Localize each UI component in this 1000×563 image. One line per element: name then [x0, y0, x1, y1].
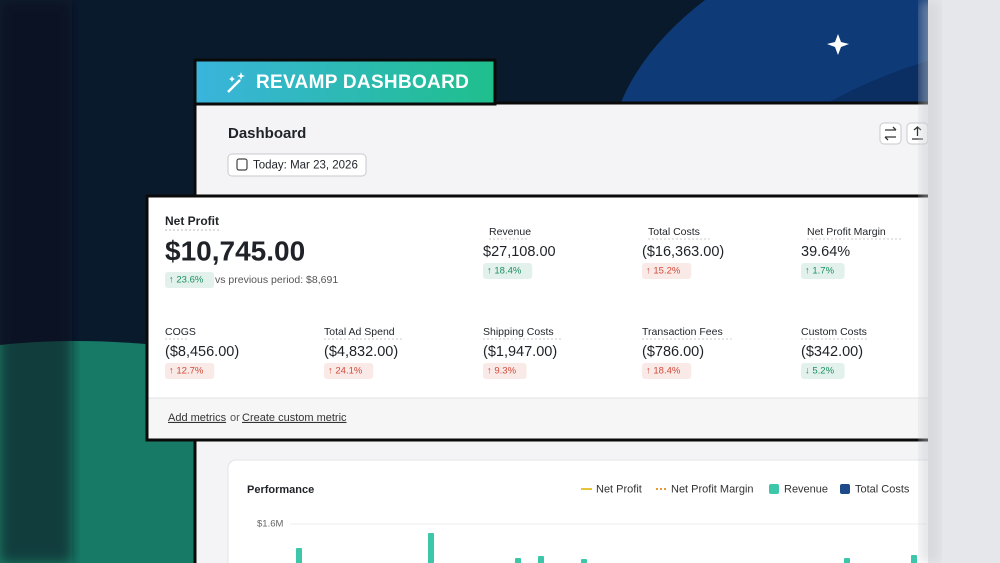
legend-label: Revenue	[784, 483, 828, 495]
calendar-icon	[236, 158, 248, 171]
bar	[581, 559, 587, 563]
change-badge	[642, 263, 692, 279]
metric-label: Transaction Fees	[642, 326, 723, 338]
y-axis-label: $1.6M	[257, 519, 283, 530]
metric-value: ($1,947.00)	[483, 344, 557, 360]
metric-label: Total Ad Spend	[324, 326, 395, 338]
right-blur-edge	[920, 0, 940, 563]
metric-value: ($16,363.00)	[642, 244, 724, 260]
metric-label: Shipping Costs	[483, 326, 554, 338]
bar	[844, 558, 850, 563]
legend-label: Net Profit Margin	[671, 483, 754, 495]
change-text: ↑ 12.7%	[169, 366, 204, 377]
metric-label: Net Profit Margin	[807, 226, 886, 238]
swap-icon	[884, 126, 897, 141]
change-text: ↑ 23.6%	[169, 275, 204, 286]
bars-preview	[296, 533, 917, 563]
legend-swatch	[769, 484, 779, 494]
change-text: ↑ 1.7%	[805, 266, 835, 277]
bar	[428, 533, 434, 563]
change-badge	[801, 263, 845, 279]
bar	[515, 558, 521, 563]
metric-label: Total Costs	[648, 226, 700, 238]
footer-separator: or	[230, 412, 240, 424]
performance-card-bg	[227, 459, 949, 563]
change-text: ↑ 18.4%	[487, 266, 522, 277]
bar	[911, 555, 917, 563]
custom-metric-link[interactable]: Create custom metric	[242, 412, 347, 424]
legend-label: Total Costs	[855, 483, 910, 495]
bar	[296, 548, 302, 563]
banner-title: REVAMP DASHBOARD	[256, 72, 469, 93]
metric-value: $27,108.00	[483, 244, 556, 260]
change-badge	[165, 363, 215, 379]
metric-value: ($8,456.00)	[165, 344, 239, 360]
change-badge	[801, 363, 845, 379]
sparkle	[827, 34, 849, 55]
change-badge	[165, 272, 215, 288]
bar	[538, 556, 544, 563]
metrics-footer	[148, 398, 939, 439]
metric-value: 39.64%	[801, 244, 850, 260]
metric-label: COGS	[165, 326, 196, 338]
metric-value: ($342.00)	[801, 344, 863, 360]
change-badge	[324, 363, 374, 379]
date-button-label: Today: Mar 23, 2026	[253, 160, 358, 172]
metric-value: ($786.00)	[642, 344, 704, 360]
wand-sparkles	[229, 72, 245, 82]
left-blur	[0, 0, 72, 563]
metric-label: Revenue	[489, 226, 531, 238]
hero-comparison: vs previous period: $8,691	[215, 274, 338, 286]
change-text: ↑ 9.3%	[487, 366, 517, 377]
change-badge	[483, 263, 533, 279]
legend-swatch	[840, 484, 850, 494]
hero-label: Net Profit	[165, 214, 219, 228]
metric-value: ($4,832.00)	[324, 344, 398, 360]
performance-title: Performance	[247, 484, 314, 496]
change-text: ↑ 15.2%	[646, 266, 681, 277]
change-badge	[483, 363, 527, 379]
add-metrics-link[interactable]: Add metrics	[168, 412, 227, 424]
swap-button[interactable]	[879, 122, 902, 145]
date-button[interactable]	[227, 153, 367, 177]
change-text: ↓ 5.2%	[805, 366, 835, 377]
dashboard-title: Dashboard	[228, 125, 306, 142]
performance-card: Performance $1.6M Net Profit Net Profit M…	[227, 459, 949, 563]
metric-label: Custom Costs	[801, 326, 867, 338]
hero-value: $10,745.00	[165, 235, 305, 266]
change-text: ↑ 24.1%	[328, 366, 363, 377]
legend-label: Net Profit	[596, 483, 642, 495]
metrics-card: Add metrics or Create custom metric Net …	[145, 194, 949, 442]
wand-icon	[227, 79, 241, 93]
change-badge	[642, 363, 692, 379]
banner	[193, 58, 497, 106]
change-text: ↑ 18.4%	[646, 366, 681, 377]
